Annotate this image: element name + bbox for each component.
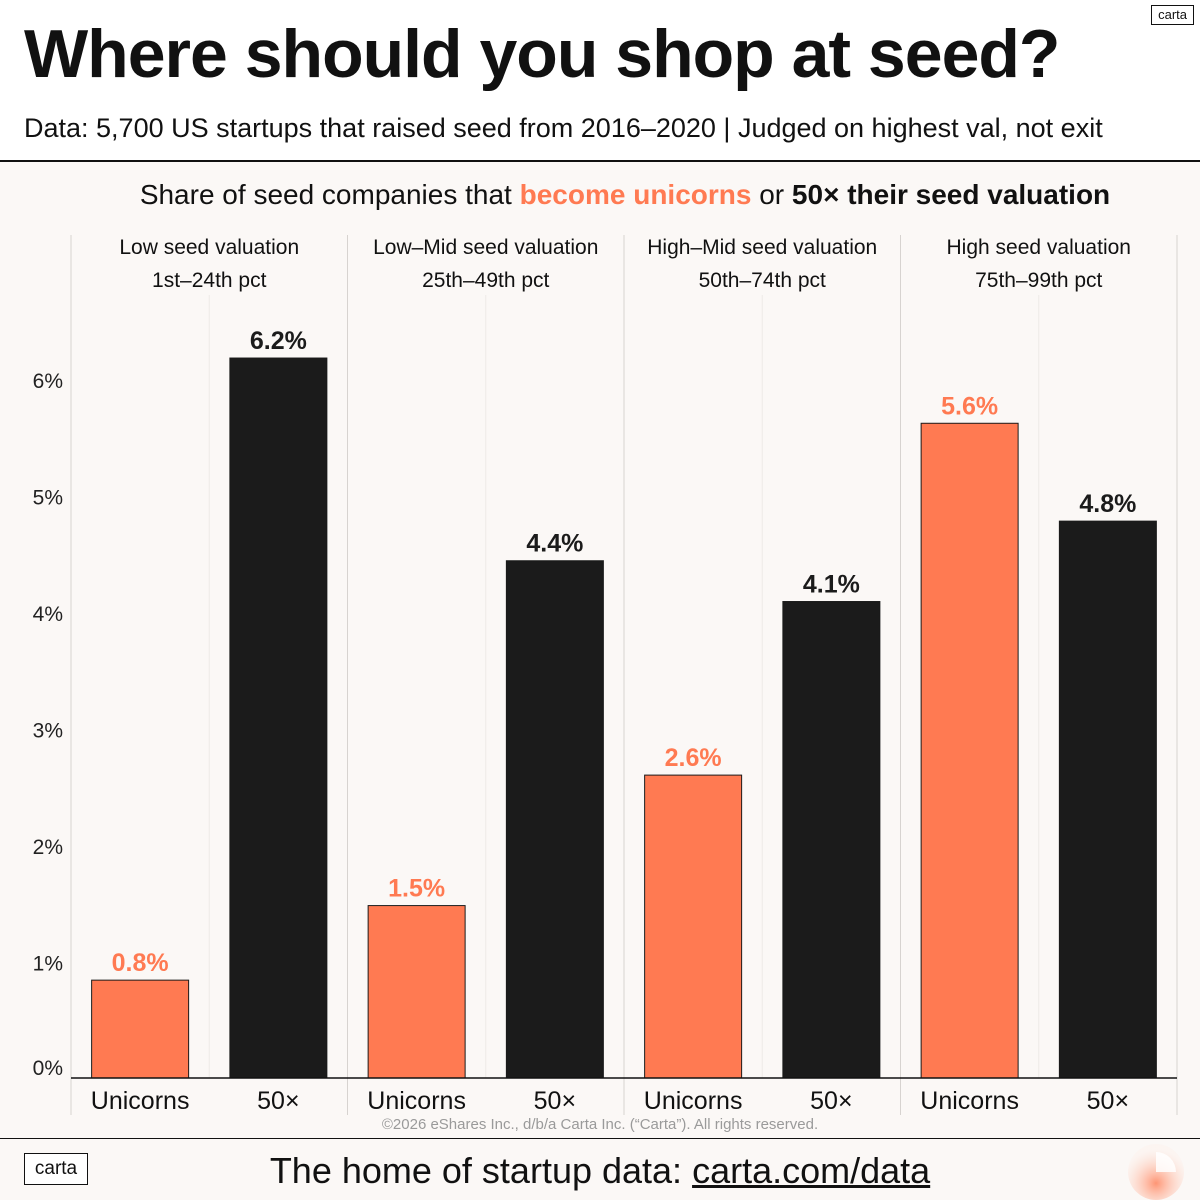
group-range: 50th–74th pct — [699, 269, 826, 292]
bar-category-label: Unicorns — [367, 1087, 466, 1115]
footer-tagline: The home of startup data: carta.com/data — [0, 1148, 1200, 1194]
bar-category-label: Unicorns — [920, 1087, 1019, 1115]
bar-value-label: 1.5% — [388, 875, 445, 903]
page-subtitle: Data: 5,700 US startups that raised seed… — [24, 113, 1103, 143]
brand-badge: carta — [1151, 5, 1194, 25]
bar-value-label: 5.6% — [941, 392, 998, 420]
chart-heading: Share of seed companies that become unic… — [0, 176, 1200, 214]
bar-fifty_x — [229, 357, 328, 1079]
header-divider — [0, 160, 1200, 162]
bar-value-label: 2.6% — [665, 744, 722, 772]
chart-heading-prefix: Share of seed companies that — [139, 179, 520, 210]
page-title: Where should you shop at seed? — [24, 16, 1060, 92]
y-tick-label: 1% — [33, 953, 63, 976]
group-range: 1st–24th pct — [152, 269, 267, 292]
bar-category-label: 50× — [810, 1087, 852, 1115]
bar-value-label: 4.8% — [1079, 490, 1136, 518]
bar-fifty_x — [505, 560, 604, 1079]
header: Where should you shop at seed? Data: 5,7… — [0, 0, 1200, 162]
group-range: 25th–49th pct — [422, 269, 549, 292]
y-tick-label: 4% — [33, 603, 63, 626]
tagline-prefix: The home of startup data: — [269, 1150, 693, 1191]
y-tick-label: 6% — [33, 370, 63, 393]
group-range: 75th–99th pct — [975, 269, 1102, 292]
bar-value-label: 4.1% — [803, 571, 860, 599]
bar-chart: 0% 1% 2% 3% 4% 5% 6% Low seed valuation 1st–24th… — [33, 235, 1178, 1115]
bar-fifty_x — [782, 601, 881, 1079]
bar-category-label: 50× — [257, 1087, 299, 1115]
carta-data-link[interactable]: carta.com/data — [692, 1150, 931, 1191]
bar-category-label: Unicorns — [91, 1087, 190, 1115]
bar-category-label: 50× — [1087, 1087, 1129, 1115]
chart-heading-fifty-x: 50× their seed valuation — [791, 179, 1111, 210]
group-title: High–Mid seed valuation — [647, 236, 877, 259]
carta-logo: carta — [24, 1153, 88, 1185]
group-title: Low–Mid seed valuation — [373, 236, 598, 259]
bar-unicorns — [644, 774, 743, 1079]
group-title: High seed valuation — [947, 236, 1131, 259]
group-title: Low seed valuation — [119, 236, 299, 259]
bar-category-label: Unicorns — [644, 1087, 743, 1115]
chart-heading-middle: or — [751, 179, 792, 210]
copyright: ©2026 eShares Inc., d/b/a Carta Inc. (“C… — [381, 1116, 819, 1133]
carta-brand-mark-icon — [1128, 1144, 1184, 1200]
y-tick-label: 3% — [33, 720, 63, 743]
bar-value-label: 4.4% — [526, 530, 583, 558]
bar-value-label: 6.2% — [250, 327, 307, 355]
bar-unicorns — [920, 422, 1019, 1079]
bar-fifty_x — [1058, 520, 1157, 1079]
bar-value-label: 0.8% — [112, 949, 169, 977]
y-tick-label: 5% — [33, 487, 63, 510]
bar-unicorns — [367, 905, 466, 1079]
footer-divider — [0, 1138, 1200, 1139]
y-tick-label: 0% — [33, 1057, 63, 1080]
chart-heading-unicorns: become unicorns — [519, 179, 752, 210]
bar-category-label: 50× — [534, 1087, 576, 1115]
bar-unicorns — [91, 979, 190, 1079]
y-tick-label: 2% — [33, 836, 63, 859]
